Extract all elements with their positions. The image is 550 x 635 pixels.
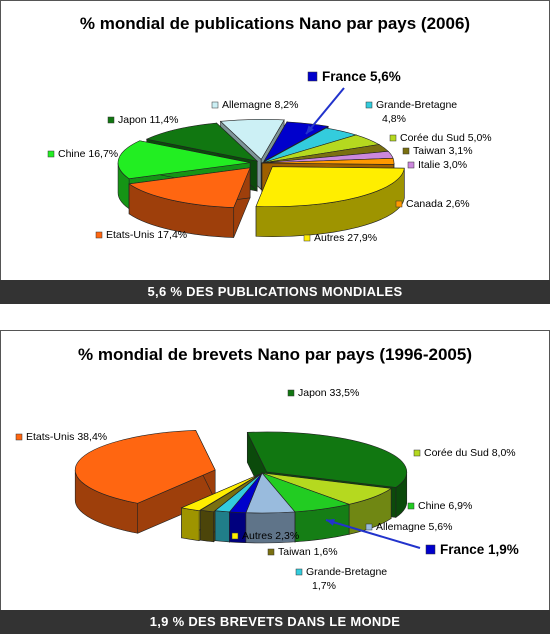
highlight-arrow-head [326, 519, 335, 526]
pie-slice-chine [117, 140, 251, 180]
pie-wall-rim [214, 510, 230, 543]
slice-label-text: Corée du Sud 8,0% [424, 447, 516, 459]
slice-label-text: Allemagne 8,2% [222, 99, 298, 111]
slice-label-taiwan: Taiwan 1,6% [267, 546, 338, 558]
pie-slice-taiwan [199, 473, 261, 513]
pie-slice-etats-unis [74, 430, 216, 504]
legend-swatch [267, 548, 275, 556]
slice-label-grande-bretagne: Grande-Bretagne 1,7% [295, 566, 387, 592]
slice-label-italie: Italie 3,0% [407, 159, 467, 171]
legend-swatch [365, 523, 373, 531]
slice-label-text: Etats-Unis 38,4% [26, 431, 107, 443]
slice-label-text: Taiwan 1,6% [278, 546, 338, 558]
pie-slice-canada [261, 157, 395, 165]
slice-label-chine: Chine 6,9% [407, 500, 472, 512]
pie-wall-rim [181, 507, 200, 541]
chart-title: % mondial de publications Nano par pays … [79, 14, 471, 33]
pie-slice-autres [180, 474, 260, 511]
slice-label-text: Japon 33,5% [298, 387, 359, 399]
slice-label-text: Taiwan 3,1% [413, 145, 473, 157]
legend-swatch [231, 532, 239, 540]
slice-label-text: Corée du Sud 5,0% [400, 132, 492, 144]
chart-title: % mondial de brevets Nano par pays (1996… [78, 345, 472, 364]
slice-label-france: France 1,9% [425, 542, 519, 557]
legend-swatch [95, 231, 103, 239]
highlight-arrow [305, 87, 345, 135]
slice-label-taiwan: Taiwan 3,1% [402, 145, 473, 157]
pie-slice-france [263, 121, 330, 163]
legend-swatch [295, 568, 303, 576]
legend-swatch [413, 449, 421, 457]
slice-label-text: France 5,6% [322, 69, 401, 84]
highlight-arrow [325, 519, 421, 549]
slice-label-text: Japon 11,4% [118, 114, 179, 126]
pie-slice-allemagne [219, 119, 285, 160]
legend-swatch [365, 101, 373, 109]
slice-label-allemagne: Allemagne 5,6% [365, 521, 452, 533]
pie-slice-etats-unis [128, 167, 251, 208]
slice-label-text: Grande-Bretagne [306, 566, 387, 578]
summary-banner: 1,9 % DES BREVETS DANS LE MONDE [0, 610, 550, 634]
legend-swatch [402, 147, 410, 155]
legend-swatch [395, 200, 403, 208]
pie-chart-2: Japon 33,5% Corée du Sud 8,0% Chine 6,9% Al… [15, 387, 519, 592]
legend-swatch [47, 150, 55, 158]
slice-label-coree-du-sud: Corée du Sud 8,0% [413, 447, 516, 459]
legend-swatch [211, 101, 219, 109]
legend-swatch [287, 389, 295, 397]
highlight-arrow-head [306, 125, 314, 134]
slice-label-text: Allemagne 5,6% [376, 521, 452, 533]
slice-label-text: Chine 6,9% [418, 500, 472, 512]
legend-swatch [407, 161, 415, 169]
legend-swatch [303, 234, 311, 242]
slice-label-chine: Chine 16,7% [47, 148, 118, 160]
slice-label-allemagne: Allemagne 8,2% [211, 99, 298, 111]
legend-swatch [107, 116, 115, 124]
pie-wall-rim [200, 509, 214, 543]
slice-label-text: Italie 3,0% [418, 159, 467, 171]
slice-label-autres: Autres 2,3% [231, 530, 299, 542]
slice-label-coree-du-sud: Corée du Sud 5,0% [389, 132, 492, 144]
slice-label-canada: Canada 2,6% [395, 198, 470, 210]
slice-label-text: France 1,9% [440, 542, 519, 557]
slice-label-etats-unis: Etats-Unis 17,4% [95, 229, 187, 241]
slice-label-text: Chine 16,7% [58, 148, 118, 160]
slice-label-autres: Autres 27,9% [303, 232, 377, 244]
slice-label-text: Grande-Bretagne [376, 99, 457, 111]
pie-slice-japon [246, 431, 408, 488]
legend-swatch [425, 544, 436, 555]
legend-swatch [15, 433, 23, 441]
pie-slice-japon [145, 122, 259, 162]
pie-chart-1: France 5,6% Grande-Bretagne 4,8% Corée du S… [47, 69, 492, 244]
summary-banner: 5,6 % DES PUBLICATIONS MONDIALES [0, 280, 550, 304]
slice-label-text: Autres 27,9% [314, 232, 377, 244]
slice-label-text: Etats-Unis 17,4% [106, 229, 187, 241]
slice-label-grande-bretagne: Grande-Bretagne 4,8% [365, 99, 457, 125]
legend-swatch [407, 502, 415, 510]
legend-swatch [307, 71, 318, 82]
legend-swatch [389, 134, 397, 142]
slice-label-japon: Japon 11,4% [107, 114, 179, 126]
slice-label-value: 1,7% [312, 580, 336, 592]
slice-label-japon: Japon 33,5% [287, 387, 359, 399]
slice-label-text: Canada 2,6% [406, 198, 470, 210]
pie-slice-autres [255, 166, 405, 207]
slice-label-text: Autres 2,3% [242, 530, 299, 542]
slice-label-value: 4,8% [382, 113, 406, 125]
slice-label-france: France 5,6% [307, 69, 401, 84]
slice-label-etats-unis: Etats-Unis 38,4% [15, 431, 107, 443]
